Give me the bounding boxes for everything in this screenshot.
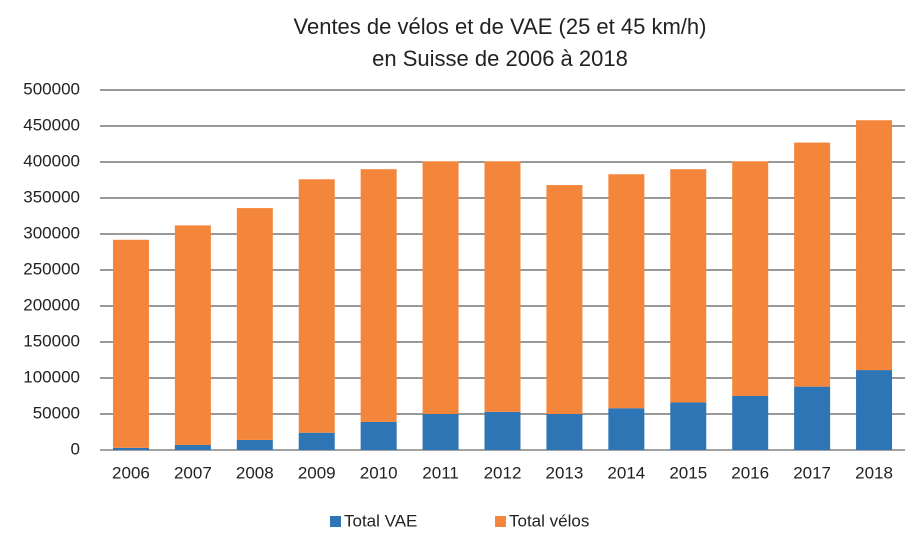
bar-segment (546, 414, 583, 450)
bar-segment (670, 169, 707, 403)
x-tick-label: 2013 (546, 463, 584, 482)
y-tick-label: 400000 (23, 151, 80, 170)
bar-segment (236, 208, 273, 440)
y-tick-label: 450000 (23, 115, 80, 134)
x-tick-label: 2010 (360, 463, 398, 482)
bar-segment (794, 386, 831, 450)
x-tick-label: 2008 (236, 463, 274, 482)
x-tick-label: 2014 (607, 463, 645, 482)
y-tick-label: 350000 (23, 187, 80, 206)
legend-label: Total VAE (344, 511, 417, 530)
x-tick-label: 2016 (731, 463, 769, 482)
bar-segment (484, 161, 521, 412)
bar-segment (422, 414, 459, 450)
chart-title: Ventes de vélos et de VAE (25 et 45 km/h… (294, 14, 707, 39)
x-tick-label: 2011 (422, 463, 459, 482)
bar-segment (112, 447, 149, 450)
chart-subtitle: en Suisse de 2006 à 2018 (372, 46, 628, 71)
bar-segment (794, 142, 831, 387)
bar-segment (732, 161, 769, 396)
x-tick-label: 2006 (112, 463, 150, 482)
bar-segment (298, 432, 335, 450)
x-tick-label: 2015 (669, 463, 707, 482)
y-tick-label: 500000 (23, 79, 80, 98)
legend-swatch (330, 516, 341, 527)
bar-segment (856, 120, 893, 371)
bar-segment (670, 402, 707, 450)
y-tick-label: 50000 (33, 403, 80, 422)
bar-segment (174, 444, 211, 450)
y-tick-label: 300000 (23, 223, 80, 242)
bar-segment (608, 408, 645, 450)
legend-swatch (495, 516, 506, 527)
bar-segment (484, 411, 521, 450)
bar-segment (236, 439, 273, 450)
y-tick-label: 200000 (23, 295, 80, 314)
x-tick-label: 2017 (793, 463, 831, 482)
bar-segment (732, 396, 769, 450)
x-tick-label: 2007 (174, 463, 212, 482)
y-tick-label: 250000 (23, 259, 80, 278)
bar-segment (856, 370, 893, 450)
y-tick-label: 0 (71, 439, 80, 458)
x-tick-label: 2012 (484, 463, 522, 482)
y-tick-label: 150000 (23, 331, 80, 350)
y-tick-label: 100000 (23, 367, 80, 386)
x-tick-label: 2018 (855, 463, 893, 482)
bar-segment (546, 185, 583, 414)
legend-label: Total vélos (509, 511, 589, 530)
bar-segment (174, 225, 211, 445)
bar-segment (608, 174, 645, 409)
bar-segment (112, 239, 149, 448)
x-tick-label: 2009 (298, 463, 336, 482)
bar-segment (360, 421, 397, 450)
bar-segment (298, 179, 335, 433)
bar-segment (360, 169, 397, 422)
bar-segment (422, 161, 459, 414)
